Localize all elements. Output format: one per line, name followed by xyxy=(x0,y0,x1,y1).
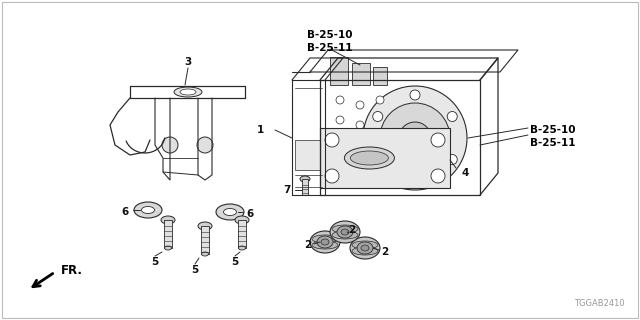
Text: 6: 6 xyxy=(246,209,253,219)
Ellipse shape xyxy=(180,89,196,95)
Ellipse shape xyxy=(337,226,353,238)
Text: 5: 5 xyxy=(152,257,159,267)
Circle shape xyxy=(162,137,178,153)
Ellipse shape xyxy=(239,246,246,250)
Text: 4: 4 xyxy=(461,168,468,178)
Ellipse shape xyxy=(351,151,388,165)
Ellipse shape xyxy=(174,87,202,97)
Circle shape xyxy=(363,86,467,190)
Bar xyxy=(352,63,370,85)
Text: 3: 3 xyxy=(184,57,191,67)
Bar xyxy=(330,57,348,85)
Bar xyxy=(164,220,172,248)
Text: 5: 5 xyxy=(191,265,198,275)
Ellipse shape xyxy=(223,209,237,215)
Text: B-25-11: B-25-11 xyxy=(530,138,575,148)
Text: 6: 6 xyxy=(122,207,129,217)
Circle shape xyxy=(376,96,384,104)
Circle shape xyxy=(336,116,344,124)
Text: 2: 2 xyxy=(305,240,312,250)
Circle shape xyxy=(356,121,364,129)
Ellipse shape xyxy=(300,176,310,182)
Circle shape xyxy=(336,96,344,104)
Circle shape xyxy=(407,130,423,146)
Ellipse shape xyxy=(310,231,340,253)
Ellipse shape xyxy=(216,204,244,220)
Text: TGGAB2410: TGGAB2410 xyxy=(574,299,625,308)
Circle shape xyxy=(197,137,213,153)
Circle shape xyxy=(372,155,383,164)
Text: 1: 1 xyxy=(257,125,264,135)
Ellipse shape xyxy=(198,222,212,230)
Circle shape xyxy=(325,133,339,147)
Circle shape xyxy=(410,90,420,100)
Ellipse shape xyxy=(161,216,175,224)
Bar xyxy=(238,220,246,248)
Circle shape xyxy=(431,133,445,147)
Text: 2: 2 xyxy=(348,225,356,235)
Ellipse shape xyxy=(141,206,154,213)
Ellipse shape xyxy=(352,247,378,255)
Ellipse shape xyxy=(330,221,360,243)
Ellipse shape xyxy=(357,242,373,254)
Ellipse shape xyxy=(312,241,338,249)
Text: 2: 2 xyxy=(381,247,388,257)
Ellipse shape xyxy=(164,246,172,250)
Circle shape xyxy=(372,111,383,122)
Ellipse shape xyxy=(332,231,358,239)
Text: FR.: FR. xyxy=(61,263,83,276)
Circle shape xyxy=(431,169,445,183)
Ellipse shape xyxy=(361,245,369,251)
Circle shape xyxy=(380,103,450,173)
Ellipse shape xyxy=(332,225,358,233)
Ellipse shape xyxy=(341,229,349,235)
Bar xyxy=(302,179,308,195)
Bar xyxy=(201,226,209,254)
Circle shape xyxy=(410,176,420,186)
Ellipse shape xyxy=(352,241,378,249)
Ellipse shape xyxy=(202,252,209,256)
Text: B-25-10: B-25-10 xyxy=(307,30,353,40)
Bar xyxy=(295,140,322,170)
Ellipse shape xyxy=(235,216,249,224)
Circle shape xyxy=(447,155,457,164)
Ellipse shape xyxy=(350,237,380,259)
Ellipse shape xyxy=(134,202,162,218)
Text: 5: 5 xyxy=(232,257,239,267)
Circle shape xyxy=(325,169,339,183)
Ellipse shape xyxy=(312,235,338,243)
Text: B-25-10: B-25-10 xyxy=(530,125,575,135)
Ellipse shape xyxy=(344,147,394,169)
Text: B-25-11: B-25-11 xyxy=(307,43,353,53)
Circle shape xyxy=(399,122,431,154)
Bar xyxy=(373,67,387,85)
Circle shape xyxy=(447,111,457,122)
Circle shape xyxy=(356,101,364,109)
Bar xyxy=(320,128,450,188)
Text: 7: 7 xyxy=(284,185,291,195)
Ellipse shape xyxy=(317,236,333,248)
Ellipse shape xyxy=(321,239,329,245)
